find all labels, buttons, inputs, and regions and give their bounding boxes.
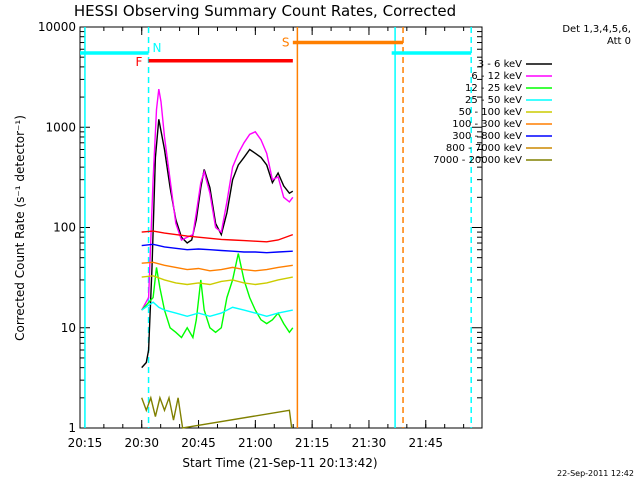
y-axis-label: Corrected Count Rate (s⁻¹ detector⁻¹) xyxy=(13,115,27,341)
legend-entry-label: 50 - 100 keV xyxy=(459,107,523,118)
x-tick-label: 20:45 xyxy=(181,436,216,450)
x-tick-label: 20:15 xyxy=(68,436,103,450)
y-tick-label: 10000 xyxy=(38,20,76,34)
series-line-50-100-kev xyxy=(141,275,293,286)
series-line-7000-20000-kev xyxy=(141,395,293,429)
legend-entry-label: 7000 - 20000 keV xyxy=(433,155,522,166)
series-line-6-12-kev xyxy=(141,88,294,311)
y-tick-label: 10 xyxy=(61,321,76,335)
legend-entry-label: 800 - 7000 keV xyxy=(446,143,522,154)
series-line-300-800-kev xyxy=(141,243,293,254)
series-line-25-50-kev xyxy=(141,301,293,318)
chart-title: HESSI Observing Summary Count Rates, Cor… xyxy=(74,2,456,20)
plot-area: 20:15 20:30 20:45 21:00 21:15 21:30 21:45 1 10 10… xyxy=(38,20,483,450)
footer-timestamp: 22-Sep-2011 12:42 xyxy=(557,469,634,478)
x-tick-label: 21:15 xyxy=(295,436,330,450)
plot-frame xyxy=(79,26,483,429)
series-line-12-25-kev xyxy=(141,253,294,340)
legend-entry-label: 6 - 12 keV xyxy=(471,71,522,82)
x-tick-label: 21:45 xyxy=(408,436,443,450)
flag-label-flare: F xyxy=(136,55,143,69)
series-line-3-6-kev xyxy=(141,119,294,369)
legend-header: Att 0 xyxy=(607,36,631,47)
series-line-unlabeled xyxy=(141,230,294,243)
y-tick-label: 1 xyxy=(68,421,76,435)
x-tick-label: 21:30 xyxy=(352,436,387,450)
series-line-100-300-kev xyxy=(141,261,293,272)
legend-entry-label: 12 - 25 keV xyxy=(465,83,522,94)
legend-entry-label: 3 - 6 keV xyxy=(478,59,522,70)
x-tick-label: 20:30 xyxy=(124,436,159,450)
legend-entry-label: 300 - 800 keV xyxy=(452,131,522,142)
legend-entry-label: 100 - 300 keV xyxy=(452,119,522,130)
y-tick-label: 100 xyxy=(53,221,76,235)
x-tick-label: 21:00 xyxy=(238,436,273,450)
flag-label-saa: S xyxy=(282,36,290,50)
y-tick-label: 1000 xyxy=(45,120,76,134)
x-axis-label: Start Time (21-Sep-11 20:13:42) xyxy=(182,456,377,470)
legend-header: Det 1,3,4,5,6, xyxy=(562,24,631,35)
legend-entry-label: 25 - 50 keV xyxy=(465,95,522,106)
flag-label-night: N xyxy=(153,41,162,55)
